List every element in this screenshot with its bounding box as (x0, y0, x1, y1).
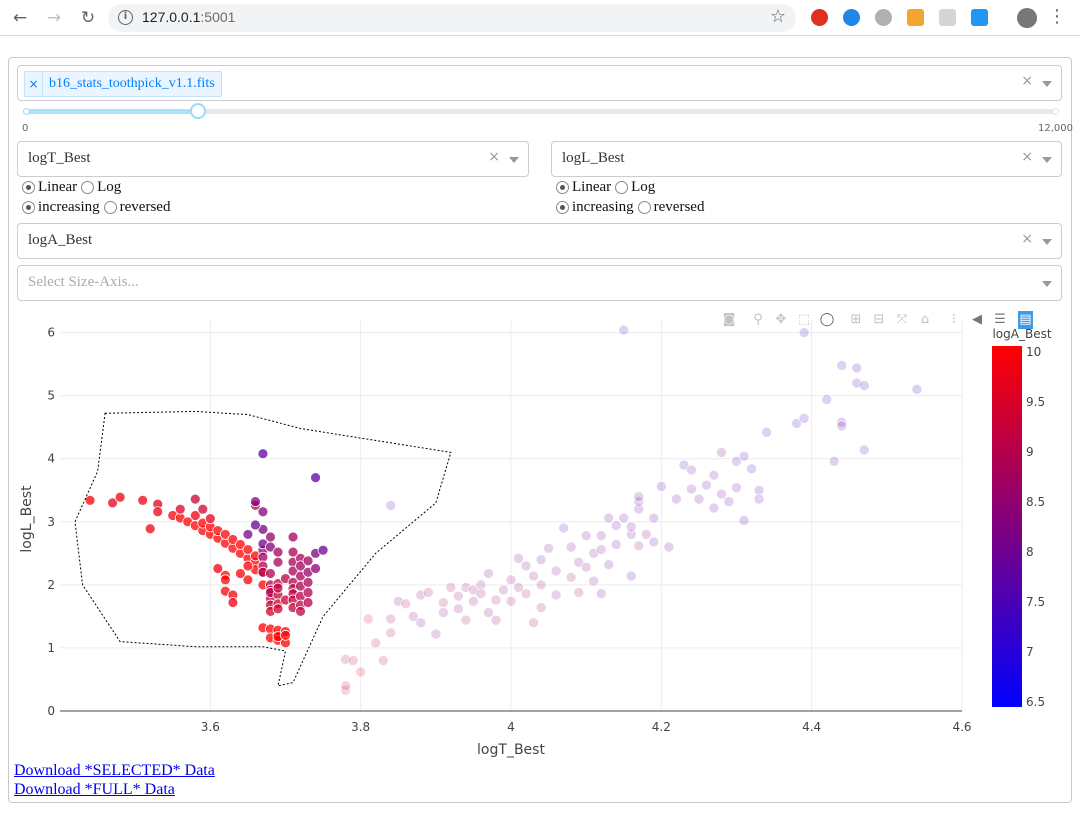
profile-avatar[interactable] (1017, 8, 1037, 28)
camera-icon[interactable]: ◙ (722, 312, 736, 327)
selected-file-label: b16_stats_toothpick_v1.1.fits (49, 76, 215, 91)
size-axis-select[interactable]: Select Size-Axis... (17, 265, 1062, 301)
radio-label: increasing (38, 199, 100, 215)
clipboard-extension-icon[interactable] (939, 9, 956, 26)
opera-extension-icon[interactable] (811, 9, 828, 26)
slider-min-dot (23, 108, 30, 115)
autoscale-icon[interactable]: ⤧ (896, 312, 908, 327)
puzzle-extension-icon[interactable] (907, 9, 924, 26)
zoom-in-icon[interactable]: ⊞ (850, 312, 862, 327)
plotly-logo-icon[interactable]: ▤ (1018, 311, 1033, 329)
y-axis-select[interactable]: logL_Best × (551, 141, 1062, 177)
chevron-down-icon[interactable] (1042, 157, 1052, 163)
x-scale-radio-group: Linear Log (22, 179, 125, 196)
chevron-down-icon[interactable] (1042, 281, 1052, 287)
app-container (8, 57, 1072, 803)
more-menu-icon[interactable]: ⋮ (1048, 6, 1066, 27)
clear-icon[interactable]: × (488, 149, 500, 165)
plot-modebar: ◙ ⚲ ✥ ⬚ ◯ ⊞ ⊟ ⤧ ⌂ ⁝ ◀ ☰ ▤ (720, 311, 1038, 329)
download-links: Download *SELECTED* Data Download *FULL*… (14, 761, 215, 799)
zoom-icon[interactable]: ⚲ (753, 312, 763, 327)
remove-tag-icon[interactable]: × (25, 72, 43, 96)
radio-label: increasing (572, 199, 634, 215)
browser-toolbar: ← → ↻ i 127.0.0.1:5001 ☆ ⋮ (0, 0, 1080, 36)
selected-file-tag: × b16_stats_toothpick_v1.1.fits (24, 71, 222, 97)
slider-max-dot (1052, 108, 1059, 115)
radio-label: Log (97, 179, 122, 195)
slider-handle[interactable] (189, 103, 206, 119)
hover-closest-icon[interactable]: ◀ (972, 312, 982, 327)
chevron-down-icon[interactable] (509, 157, 519, 163)
slider-min-label: 0 (22, 123, 29, 134)
reload-icon[interactable]: ↻ (80, 8, 96, 28)
y-scale-radio-group: Linear Log (556, 179, 659, 196)
color-axis-value: logA_Best (28, 232, 93, 248)
x-scale-linear[interactable]: Linear (22, 179, 77, 196)
radio-on-icon[interactable] (22, 201, 35, 214)
radio-off-icon[interactable] (615, 181, 629, 194)
x-order-reversed[interactable]: reversed (103, 199, 171, 216)
site-info-icon[interactable]: i (118, 10, 133, 25)
bookmark-star-icon[interactable]: ☆ (769, 6, 786, 27)
y-scale-linear[interactable]: Linear (556, 179, 611, 196)
pan-icon[interactable]: ✥ (775, 312, 787, 327)
x-axis-value: logT_Best (28, 150, 91, 166)
lasso-select-icon[interactable]: ◯ (819, 312, 835, 327)
address-bar[interactable]: i 127.0.0.1:5001 ☆ (108, 4, 796, 32)
clear-icon[interactable]: × (1021, 149, 1033, 165)
file-select[interactable]: × b16_stats_toothpick_v1.1.fits × (17, 65, 1062, 101)
box-select-icon[interactable]: ⬚ (797, 312, 811, 327)
radio-label: Linear (572, 179, 612, 195)
y-scale-log[interactable]: Log (615, 179, 655, 196)
radio-label: reversed (653, 199, 705, 215)
y-order-increasing[interactable]: increasing (556, 199, 634, 216)
x-order-increasing[interactable]: increasing (22, 199, 100, 216)
url-text[interactable]: 127.0.0.1:5001 (142, 9, 236, 25)
x-order-radio-group: increasing reversed (22, 199, 174, 216)
radio-label: reversed (119, 199, 171, 215)
radio-on-icon[interactable] (556, 181, 569, 194)
forward-arrow-icon[interactable]: → (46, 8, 62, 28)
back-arrow-icon[interactable]: ← (12, 8, 28, 28)
radio-label: Log (631, 179, 656, 195)
reset-axes-icon[interactable]: ⌂ (920, 312, 930, 327)
skype-grey-extension-icon[interactable] (875, 9, 892, 26)
size-axis-placeholder: Select Size-Axis... (28, 274, 139, 290)
radio-label: Linear (38, 179, 78, 195)
slider-max-label: 12,000 (1038, 123, 1073, 134)
radio-off-icon[interactable] (81, 181, 95, 194)
download-selected-link[interactable]: Download *SELECTED* Data (14, 762, 215, 779)
clear-icon[interactable]: × (1021, 73, 1033, 89)
y-order-reversed[interactable]: reversed (637, 199, 705, 216)
zoom-out-icon[interactable]: ⊟ (873, 312, 885, 327)
y-order-radio-group: increasing reversed (556, 199, 708, 216)
x-scale-log[interactable]: Log (81, 179, 121, 196)
radio-on-icon[interactable] (556, 201, 569, 214)
skype-extension-icon[interactable] (843, 9, 860, 26)
x-axis-select[interactable]: logT_Best × (17, 141, 529, 177)
hover-compare-icon[interactable]: ☰ (994, 312, 1006, 327)
chevron-down-icon[interactable] (1042, 239, 1052, 245)
slider-track[interactable] (26, 109, 1056, 114)
slider-fill (26, 109, 198, 114)
screen-extension-icon[interactable] (971, 9, 988, 26)
chevron-down-icon[interactable] (1042, 81, 1052, 87)
spike-lines-icon[interactable]: ⁝ (951, 312, 957, 327)
download-full-link[interactable]: Download *FULL* Data (14, 781, 175, 798)
radio-off-icon[interactable] (103, 201, 117, 214)
radio-on-icon[interactable] (22, 181, 35, 194)
clear-icon[interactable]: × (1021, 231, 1033, 247)
y-axis-value: logL_Best (562, 150, 625, 166)
radio-off-icon[interactable] (637, 201, 651, 214)
color-axis-select[interactable]: logA_Best × (17, 223, 1062, 259)
